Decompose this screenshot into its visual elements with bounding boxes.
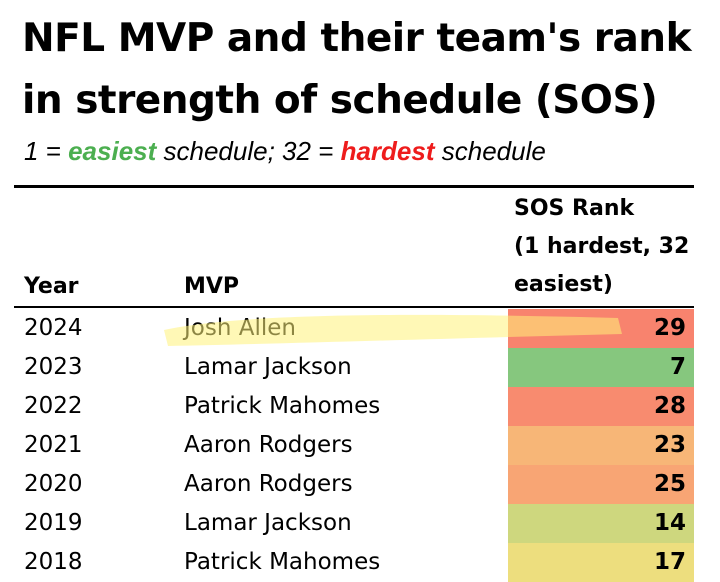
subtitle-easiest: easiest	[68, 136, 157, 166]
subtitle-prefix: 1 =	[24, 136, 69, 166]
table-row: 2018 Patrick Mahomes 17	[14, 543, 694, 582]
table-row: 2024 Josh Allen 29	[14, 309, 694, 348]
cell-sos-rank: 7	[508, 348, 694, 387]
header-sos-rank: SOS Rank (1 hardest, 32 easiest)	[514, 190, 694, 304]
chart-subtitle: 1 = easiest schedule; 32 = hardest sched…	[24, 134, 546, 168]
header-year: Year	[24, 274, 79, 299]
subtitle-hardest: hardest	[340, 136, 435, 166]
subtitle-suffix: schedule	[434, 136, 546, 166]
cell-mvp: Lamar Jackson	[184, 354, 352, 380]
cell-mvp: Aaron Rodgers	[184, 432, 353, 458]
table-top-rule	[14, 185, 694, 188]
cell-sos-rank: 14	[508, 504, 694, 543]
cell-year: 2023	[24, 354, 83, 380]
header-mvp: MVP	[184, 274, 240, 299]
cell-year: 2022	[24, 393, 83, 419]
cell-sos-rank: 29	[508, 309, 694, 348]
subtitle-middle: schedule; 32 =	[156, 136, 341, 166]
header-rule	[14, 306, 694, 308]
cell-year: 2019	[24, 510, 83, 536]
cell-sos-rank: 28	[508, 387, 694, 426]
cell-sos-rank: 17	[508, 543, 694, 582]
header-sos-line-3: easiest)	[514, 272, 613, 297]
table-row: 2021 Aaron Rodgers 23	[14, 426, 694, 465]
table-row: 2020 Aaron Rodgers 25	[14, 465, 694, 504]
cell-sos-rank: 23	[508, 426, 694, 465]
table-row: 2019 Lamar Jackson 14	[14, 504, 694, 543]
table-row: 2023 Lamar Jackson 7	[14, 348, 694, 387]
cell-sos-rank: 25	[508, 465, 694, 504]
header-sos-line-1: SOS Rank	[514, 196, 635, 221]
cell-mvp: Aaron Rodgers	[184, 471, 353, 497]
cell-mvp: Patrick Mahomes	[184, 393, 381, 419]
cell-mvp: Lamar Jackson	[184, 510, 352, 536]
header-sos-line-2: (1 hardest, 32	[514, 234, 690, 259]
table-row: 2022 Patrick Mahomes 28	[14, 387, 694, 426]
cell-year: 2024	[24, 315, 83, 341]
cell-year: 2018	[24, 549, 83, 575]
cell-mvp: Patrick Mahomes	[184, 549, 381, 575]
cell-year: 2020	[24, 471, 83, 497]
cell-mvp: Josh Allen	[184, 315, 296, 341]
chart-title: NFL MVP and their team's rank in strengt…	[22, 16, 692, 123]
cell-year: 2021	[24, 432, 83, 458]
